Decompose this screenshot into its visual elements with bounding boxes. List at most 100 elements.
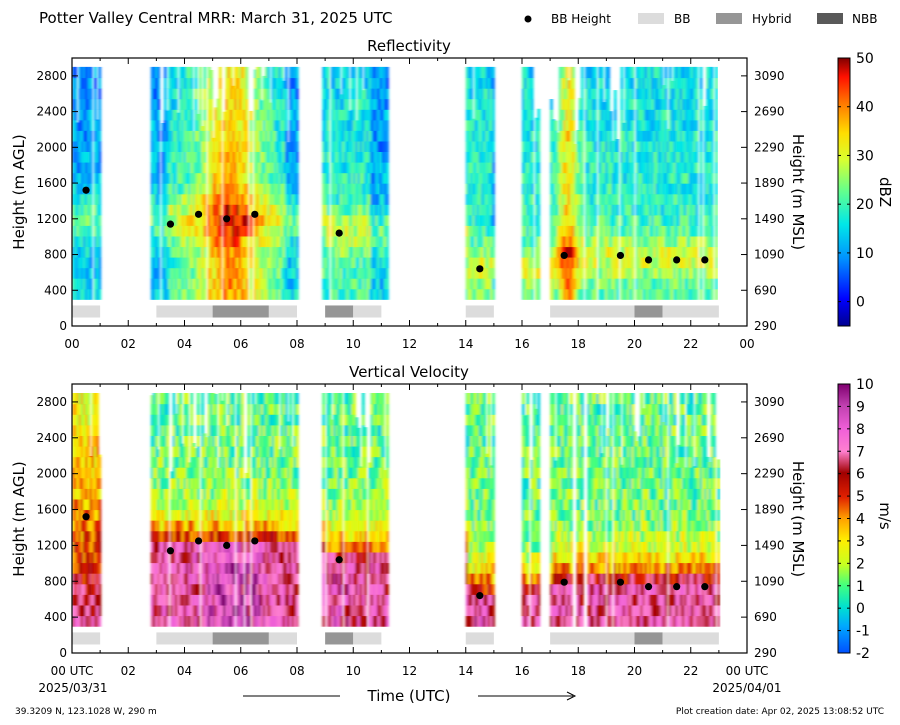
x-date-start: 2025/03/31 (38, 681, 107, 695)
band-segment-bb (353, 632, 382, 645)
band-segment-hybrid (212, 305, 269, 318)
bb-height-point (616, 251, 625, 260)
footer-location: 39.3209 N, 123.1028 W, 290 m (15, 707, 157, 717)
band-segment-hybrid (634, 305, 663, 318)
bb-height-point (673, 583, 681, 591)
legend-swatch-bb-height (524, 15, 532, 23)
x-tick-label: 00 (739, 337, 754, 351)
band-segment-bb (662, 305, 719, 318)
colorbar-tick-label: 4 (856, 512, 865, 528)
reflectivity-colorbar-label: dBZ (876, 177, 894, 207)
y-axis-ticks: 0 400 800 1200 1600 2000 2400 2800 (36, 69, 78, 333)
x-tick-label: 02 (121, 664, 136, 678)
colorbar-tick-label: 50 (856, 51, 874, 67)
reflectivity-panel: Reflectivity Height (m AGL) Height (m MS… (10, 37, 894, 351)
x-tick-label: 12 (402, 337, 417, 351)
y-tick-label: 0 (59, 319, 67, 333)
colorbar-tick-label: 10 (856, 246, 874, 262)
x-axis-title: Time (UTC) (367, 687, 451, 705)
velocity-title: Vertical Velocity (349, 363, 469, 381)
y-tick-label: 2400 (36, 105, 67, 119)
y2-tick-label: 290 (754, 319, 777, 333)
y-tick-label: 2800 (36, 395, 67, 409)
band-segment-hybrid (325, 305, 354, 318)
y-tick-label: 400 (44, 610, 67, 624)
x-tick-label: 18 (571, 664, 586, 678)
colorbar: 0 10 20 30 40 50 (837, 51, 874, 327)
reflectivity-y2label: Height (m MSL) (789, 134, 807, 250)
band-segment-bb (156, 632, 213, 645)
bb-height-point (223, 215, 231, 223)
bb-height-points (82, 186, 709, 273)
band-segment-hybrid (325, 632, 354, 645)
band-segment-bb (550, 305, 635, 318)
band-segment-bb (72, 632, 101, 645)
x-tick-label: 02 (121, 337, 136, 351)
y2-axis-ticks: 290 690 1090 1490 1890 2290 2690 3090 (741, 395, 785, 660)
y-tick-label: 1200 (36, 538, 67, 552)
colorbar-tick-label: 3 (856, 534, 865, 550)
bb-height-point (701, 256, 709, 264)
y2-tick-label: 1890 (754, 503, 785, 517)
velocity-ylabel: Height (m AGL) (10, 461, 28, 576)
y2-tick-label: 2690 (754, 105, 785, 119)
colorbar-tick-label: 0 (856, 295, 865, 311)
y2-tick-label: 2690 (754, 431, 785, 445)
vertical-velocity-panel: Vertical Velocity Height (m AGL) Height … (10, 363, 894, 678)
colorbar-tick-label: 30 (856, 148, 874, 164)
band-segment-bb (268, 632, 297, 645)
band-segment-bb (156, 305, 213, 318)
bb-height-point (82, 513, 90, 521)
x-tick-label: 16 (514, 664, 529, 678)
bb-height-point (251, 210, 259, 218)
bb-height-point (476, 592, 484, 600)
band-segment-bb (465, 632, 494, 645)
x-tick-label: 06 (233, 664, 248, 678)
y-axis-ticks: 0 400 800 1200 1600 2000 2400 2800 (36, 395, 78, 660)
colorbar-tick-label: 2 (856, 556, 865, 572)
bb-height-point (560, 251, 568, 260)
y2-tick-label: 1090 (754, 574, 785, 588)
colorbar: -2 -1 0 1 2 3 4 5 6 7 8 9 10 (837, 377, 874, 662)
y2-tick-label: 1090 (754, 248, 785, 262)
reflectivity-title: Reflectivity (367, 37, 451, 55)
y2-tick-label: 3090 (754, 395, 785, 409)
y-tick-label: 1600 (36, 176, 67, 190)
band-classification-bar (72, 632, 719, 645)
figure-title: Potter Valley Central MRR: March 31, 202… (39, 9, 392, 27)
y2-tick-label: 290 (754, 646, 777, 660)
x-tick-label: 22 (683, 337, 698, 351)
band-segment-bb (268, 305, 297, 318)
y2-tick-label: 1490 (754, 212, 785, 226)
colorbar-tick-label: 9 (856, 399, 865, 415)
x-tick-label: 00 UTC (51, 664, 94, 678)
y-tick-label: 1600 (36, 503, 67, 517)
x-tick-label: 10 (346, 337, 361, 351)
y2-tick-label: 1490 (754, 538, 785, 552)
bb-height-point (166, 220, 175, 228)
colorbar-tick-label: 1 (856, 579, 865, 595)
y-tick-label: 800 (44, 248, 67, 262)
x-axis-ticks: 00 UTC 02 04 06 08 10 12 14 16 18 20 22 00 UTC (51, 384, 768, 678)
bb-height-point (701, 583, 709, 591)
band-segment-bb (72, 305, 101, 318)
x-tick-label: 08 (289, 664, 304, 678)
colorbar-tick-label: 6 (856, 467, 865, 483)
band-segment-bb (662, 632, 719, 645)
colorbar-tick-label: 0 (856, 601, 865, 617)
x-tick-label: 06 (233, 337, 248, 351)
bb-height-point (673, 256, 681, 264)
y-tick-label: 2000 (36, 140, 67, 154)
bb-height-point (335, 556, 343, 564)
colorbar-scale (837, 57, 851, 327)
x-tick-label: 14 (458, 664, 473, 678)
x-tick-label: 18 (571, 337, 586, 351)
band-segment-bb (353, 305, 382, 318)
x-tick-label: 20 (627, 664, 642, 678)
y2-tick-label: 1890 (754, 176, 785, 190)
bb-height-point (251, 537, 259, 545)
footer-creation-date: Plot creation date: Apr 02, 2025 13:08:5… (676, 707, 884, 717)
colorbar-tick-label: -2 (856, 646, 870, 662)
x-tick-label: 10 (346, 664, 361, 678)
